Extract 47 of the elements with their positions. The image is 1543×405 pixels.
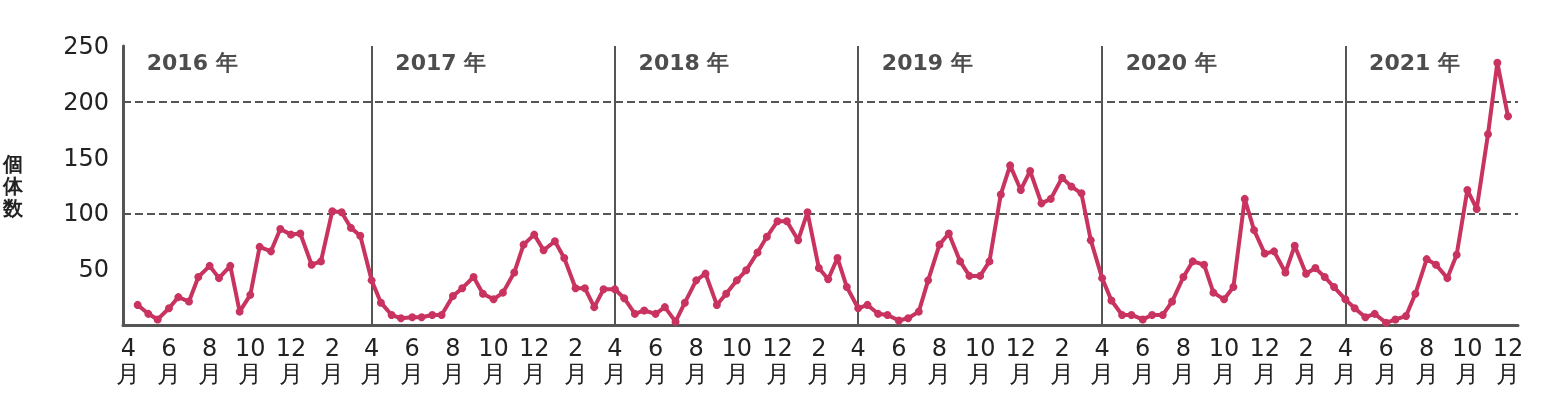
- annotation: 2016 年: [146, 50, 238, 76]
- x-tick-label: 12月: [275, 334, 307, 388]
- x-tick-label: 10月: [1208, 334, 1240, 388]
- x-tick-label: 2月: [1050, 334, 1075, 388]
- x-tick-label: 8月: [927, 334, 952, 388]
- x-tick-label: 12月: [1005, 334, 1037, 388]
- x-tick-label: 6月: [1374, 334, 1399, 388]
- x-tick-label: 4月: [602, 334, 627, 388]
- x-tick-label: 12月: [1249, 334, 1280, 388]
- x-tick-label: 6月: [400, 334, 425, 388]
- annotation: 2020 年: [1125, 50, 1217, 76]
- annotation: 2019 年: [881, 50, 973, 76]
- y-tick-label: 50: [78, 255, 109, 284]
- annotation: 2017 年: [395, 50, 487, 76]
- x-tick-label: 6月: [1130, 334, 1155, 388]
- x-tick-label: 8月: [684, 334, 709, 388]
- y-tick-label: 250: [63, 32, 109, 60]
- x-tick-label: 8月: [1171, 334, 1196, 388]
- y-tick-label: 150: [63, 143, 109, 172]
- x-tick-label: 4月: [1333, 334, 1358, 388]
- x-tick-label: 10月: [235, 334, 266, 388]
- x-tick-label: 2月: [806, 334, 831, 388]
- x-tick-label: 4月: [1090, 334, 1115, 388]
- x-tick-label: 4月: [359, 334, 384, 388]
- x-tick-label: 10月: [478, 334, 509, 388]
- x-tick-label: 2月: [1294, 334, 1319, 388]
- annotation: 2021 年: [1369, 50, 1460, 76]
- x-tick-label: 10月: [964, 334, 996, 388]
- annotation: 2018 年: [638, 50, 730, 76]
- x-tick-label: 4月: [846, 334, 871, 388]
- x-tick-label: 8月: [197, 334, 222, 388]
- x-tick-label: 6月: [886, 334, 911, 388]
- y-tick-label: 200: [63, 87, 109, 116]
- x-tick-label: 2月: [563, 334, 588, 388]
- x-tick-label: 8月: [1414, 334, 1439, 388]
- x-tick-label: 6月: [156, 334, 181, 388]
- x-tick-label: 12月: [518, 334, 550, 388]
- x-tick-label: 12月: [1492, 334, 1524, 388]
- x-tick-label: 12月: [762, 334, 793, 388]
- x-tick-label: 6月: [643, 334, 668, 388]
- x-tick-label: 4月: [116, 334, 141, 388]
- x-tick-label: 10月: [721, 334, 753, 388]
- y-axis-title: 個体数: [2, 151, 24, 220]
- x-tick-label: 10月: [1452, 334, 1483, 388]
- x-tick-label: 2月: [320, 334, 345, 388]
- y-tick-label: 100: [63, 199, 109, 228]
- x-tick-label: 8月: [440, 334, 465, 388]
